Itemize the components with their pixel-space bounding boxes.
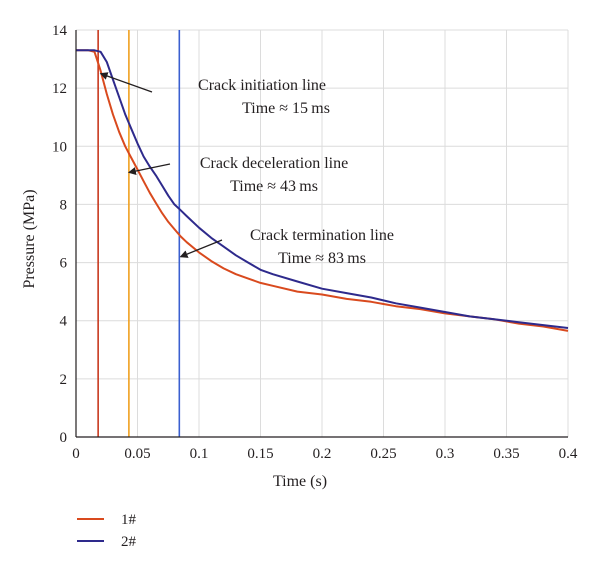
- axes: 0 0.05 0.1 0.15 0.2 0.25 0.3 0.35 0.4 0 2 4 6 8 10 12 14: [52, 23, 578, 462]
- series-line-2: [76, 49, 569, 329]
- legend-label-1: 1#: [121, 512, 137, 528]
- annotation-time-2: Time ≈ 43 ms: [230, 178, 318, 195]
- x-tick-label: 0.25: [370, 446, 396, 462]
- grid: [75, 29, 569, 438]
- x-tick-label: 0.3: [436, 446, 455, 462]
- x-tick-label: 0.4: [559, 446, 578, 462]
- legend-label-2: 2#: [121, 534, 137, 550]
- x-axis-title: Time (s): [273, 473, 327, 490]
- series-lines: [76, 49, 569, 332]
- series-line-1: [76, 49, 569, 332]
- annotation-title-1: Crack initiation line: [198, 77, 326, 94]
- annotation-title-2: Crack deceleration line: [200, 155, 348, 172]
- annotation-arrow-3: [179, 239, 223, 258]
- annotation-title-3: Crack termination line: [250, 227, 394, 244]
- x-tick-label: 0.1: [190, 446, 209, 462]
- x-tick-label: 0.15: [247, 446, 273, 462]
- y-tick-label: 6: [60, 256, 68, 272]
- y-tick-label: 8: [60, 197, 68, 213]
- y-tick-label: 2: [60, 372, 68, 388]
- annotation-arrow-1: [99, 72, 153, 93]
- x-tick-label: 0.35: [493, 446, 519, 462]
- annotations: Crack initiation line Time ≈ 15 ms Crack d…: [99, 72, 394, 267]
- x-tick-label: 0: [72, 446, 80, 462]
- annotation-arrow-2: [127, 163, 171, 175]
- y-tick-label: 14: [52, 23, 68, 39]
- legend: 1#2#: [77, 512, 137, 550]
- annotation-time-1: Time ≈ 15 ms: [242, 100, 330, 117]
- y-tick-label: 10: [52, 139, 67, 155]
- x-tick-label: 0.05: [124, 446, 150, 462]
- y-tick-label: 0: [60, 430, 68, 446]
- y-tick-label: 4: [60, 314, 68, 330]
- y-tick-label: 12: [52, 81, 67, 97]
- x-tick-label: 0.2: [313, 446, 332, 462]
- annotation-time-3: Time ≈ 83 ms: [278, 250, 366, 267]
- crack-lines: [97, 30, 181, 437]
- y-axis-title: Pressure (MPa): [21, 189, 38, 288]
